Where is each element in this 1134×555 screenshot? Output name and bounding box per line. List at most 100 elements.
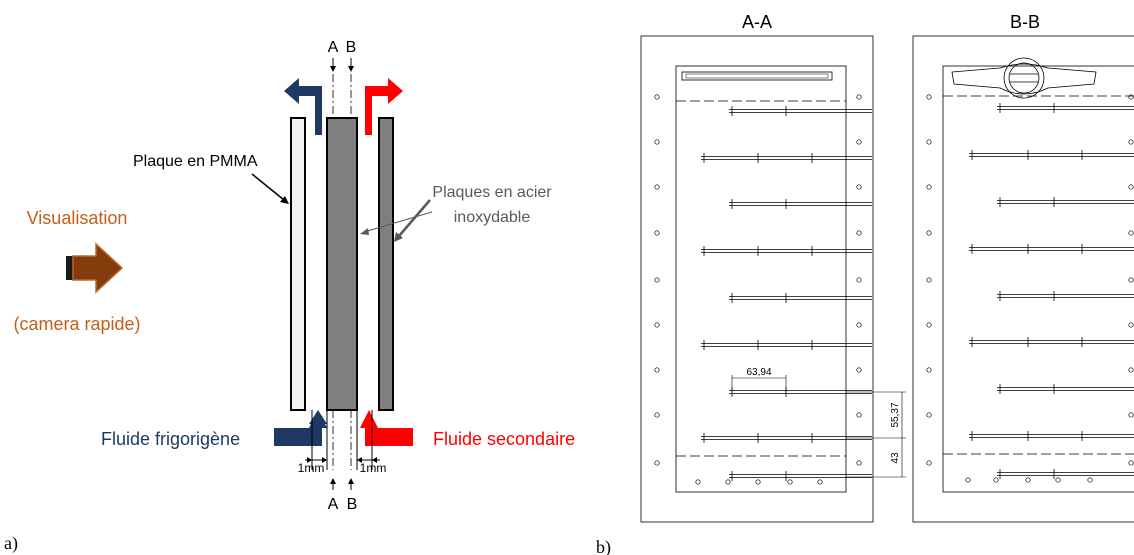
pmma-plate: [290, 117, 306, 411]
bolt-hole: [926, 322, 932, 328]
bolt-hole: [1128, 367, 1134, 373]
aa-dim-horizontal-label: 63,94: [746, 367, 771, 378]
aa-dim-vertical-2-label: 43: [890, 452, 901, 464]
gap-left-arrowhead: [307, 457, 312, 463]
camera-label: (camera rapide): [13, 314, 140, 334]
aa-dim-vertical: [846, 391, 906, 478]
section-b-top-label: B: [346, 39, 357, 56]
bolt-hole: [817, 479, 823, 485]
panel-a: A B: [4, 39, 575, 554]
bolt-hole: [1128, 184, 1134, 190]
aa-dim-vertical-1-label: 55,37: [890, 402, 901, 427]
gap-right-arrowhead: [357, 457, 362, 463]
bolt-hole: [654, 277, 660, 283]
bolt-hole: [856, 139, 862, 145]
bolt-hole: [926, 139, 932, 145]
section-a-top-label: A: [328, 39, 339, 56]
bolt-hole: [926, 230, 932, 236]
secondary-inlet-arrow-head: [360, 410, 378, 428]
bolt-hole: [926, 460, 932, 466]
bolt-hole: [1128, 277, 1134, 283]
aa-tubes: [701, 106, 872, 481]
bb-port-flange: [951, 57, 1097, 99]
bolt-hole: [926, 367, 932, 373]
bolt-hole: [965, 477, 971, 483]
bolt-hole: [926, 94, 932, 100]
steel-label-line1: Plaques en acier: [432, 184, 552, 201]
bolt-hole: [1128, 94, 1134, 100]
section-a-bottom-label: A: [328, 496, 339, 513]
bolt-hole: [856, 367, 862, 373]
secondary-label: Fluide secondaire: [433, 429, 575, 449]
aa-bolt-holes: [654, 94, 862, 485]
bolt-hole: [695, 479, 701, 485]
refrigerant-inlet-arrow-body: [274, 428, 322, 446]
bolt-hole: [654, 367, 660, 373]
bolt-hole: [725, 479, 731, 485]
bolt-hole: [1025, 477, 1031, 483]
refrigerant-label: Fluide frigorigène: [101, 429, 240, 449]
gap-left-label: 1mm: [298, 461, 325, 475]
visualisation-label: Visualisation: [27, 208, 128, 228]
secondary-inlet-arrow-body: [365, 428, 413, 446]
bolt-hole: [1055, 477, 1061, 483]
steel-leader-right: [394, 199, 431, 242]
aa-outer-frame: [640, 35, 874, 523]
panel-b: b) A-A 63,94 55,37 43 B-B: [596, 12, 1134, 555]
bolt-hole: [993, 477, 999, 483]
bolt-hole: [926, 184, 932, 190]
bolt-hole: [926, 277, 932, 283]
bolt-hole: [1128, 139, 1134, 145]
bolt-hole: [856, 94, 862, 100]
bolt-hole: [1128, 412, 1134, 418]
bb-inner-plate: [942, 65, 1134, 493]
bolt-hole: [856, 184, 862, 190]
section-a-top-arrow: [330, 58, 336, 72]
aa-dim-horizontal: [731, 375, 787, 392]
aa-slot: [681, 71, 833, 81]
bolt-hole: [654, 139, 660, 145]
bolt-hole: [856, 322, 862, 328]
bb-outer-frame: [912, 35, 1134, 523]
panel-a-label: a): [4, 533, 18, 554]
section-aa-title: A-A: [742, 12, 772, 32]
bolt-hole: [1087, 477, 1093, 483]
aa-slot-inner: [685, 73, 829, 79]
bolt-hole: [856, 277, 862, 283]
bolt-hole: [654, 184, 660, 190]
gap-right-arrowhead-2: [372, 457, 377, 463]
bolt-hole: [1128, 460, 1134, 466]
bolt-hole: [654, 412, 660, 418]
camera-arrow-icon: [66, 242, 124, 294]
bolt-hole: [654, 322, 660, 328]
bolt-hole: [926, 412, 932, 418]
section-a-bottom-arrow: [330, 478, 336, 490]
bolt-hole: [856, 412, 862, 418]
bolt-hole: [1128, 230, 1134, 236]
bolt-hole: [1128, 322, 1134, 328]
section-b-bottom-arrow: [348, 478, 354, 490]
section-b-bottom-label: B: [347, 496, 358, 513]
refrigerant-outlet-arrow: [284, 78, 322, 135]
section-bb-title: B-B: [1010, 12, 1040, 32]
bolt-hole: [856, 460, 862, 466]
pmma-label: Plaque en PMMA: [133, 153, 258, 170]
panel-b-label: b): [596, 537, 611, 555]
steel-label-line2: inoxydable: [454, 209, 531, 226]
bolt-hole: [654, 230, 660, 236]
gap-right-label: 1mm: [360, 461, 387, 475]
steel-plate-right: [378, 117, 394, 411]
gap-left-arrowhead-2: [322, 457, 327, 463]
aa-inner-plate: [675, 65, 847, 493]
steel-plate-center: [326, 117, 358, 411]
bolt-hole: [654, 460, 660, 466]
steel-leader-center: [360, 211, 433, 235]
bb-bolt-holes: [926, 94, 1134, 483]
section-b-top-arrow: [348, 58, 354, 72]
pmma-leader: [251, 173, 289, 204]
bolt-hole: [755, 479, 761, 485]
secondary-outlet-arrow: [365, 78, 403, 135]
bb-tubes: [969, 103, 1134, 479]
bolt-hole: [787, 479, 793, 485]
